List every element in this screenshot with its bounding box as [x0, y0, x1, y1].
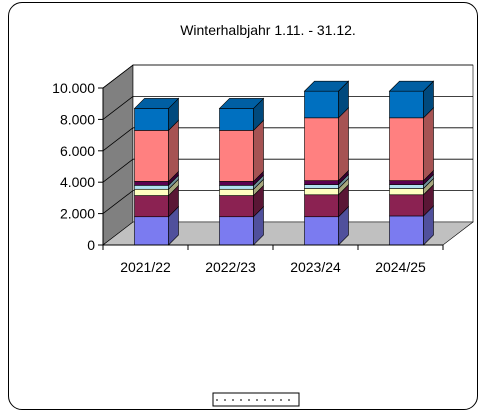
bar-top — [388, 80, 435, 92]
gridline — [102, 158, 473, 183]
x-tick-label: 2022/23 — [205, 259, 256, 275]
bar-segment — [219, 206, 264, 246]
bar-segment — [219, 119, 264, 183]
bar-top — [303, 80, 350, 92]
y-axis: 0 2.000 4.000 6.000 8.000 10.000 — [52, 80, 104, 253]
x-tick-label: 2023/24 — [290, 259, 341, 275]
bar-segment — [134, 119, 179, 183]
x-tick-label: 2021/22 — [120, 259, 171, 275]
side-wall — [102, 64, 134, 246]
bar-segment — [304, 107, 349, 182]
bar-segment — [134, 206, 179, 246]
bar-segment — [389, 107, 434, 182]
gridline — [102, 127, 473, 152]
legend — [212, 392, 300, 407]
y-tick-label: 0 — [87, 237, 95, 253]
chart-title: Winterhalbjahr 1.11. - 31.12. — [180, 22, 356, 38]
y-tick-label: 8.000 — [60, 111, 95, 127]
y-tick-label: 4.000 — [60, 174, 95, 190]
bar-segment — [304, 206, 349, 246]
gridline — [102, 190, 473, 214]
chart-walls — [102, 64, 474, 246]
gridline — [102, 96, 473, 120]
gridlines — [102, 64, 473, 214]
bar-segment — [219, 97, 264, 132]
bar-segment — [389, 80, 434, 119]
y-tick-label: 2.000 — [60, 206, 95, 222]
y-tick-label: 10.000 — [52, 80, 95, 96]
x-axis: 2021/22 2022/23 2023/24 2024/25 — [102, 244, 444, 275]
gridline — [102, 64, 473, 89]
bar-segment — [304, 80, 349, 119]
x-tick-label: 2024/25 — [375, 259, 426, 275]
bar-top — [218, 98, 265, 109]
bars — [133, 80, 435, 246]
bar-segment — [389, 205, 434, 246]
y-tick-label: 6.000 — [60, 143, 95, 159]
bar-top — [133, 98, 180, 109]
bar-segment — [304, 184, 349, 218]
